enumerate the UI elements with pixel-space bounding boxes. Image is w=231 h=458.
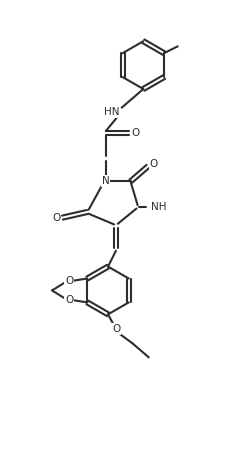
Text: O: O: [52, 213, 60, 223]
Text: O: O: [149, 159, 157, 169]
Text: O: O: [131, 128, 139, 138]
Text: N: N: [101, 176, 109, 186]
Text: NH: NH: [151, 202, 166, 213]
Text: O: O: [65, 294, 73, 305]
Text: O: O: [111, 324, 120, 334]
Text: O: O: [65, 276, 73, 286]
Text: HN: HN: [103, 107, 119, 117]
